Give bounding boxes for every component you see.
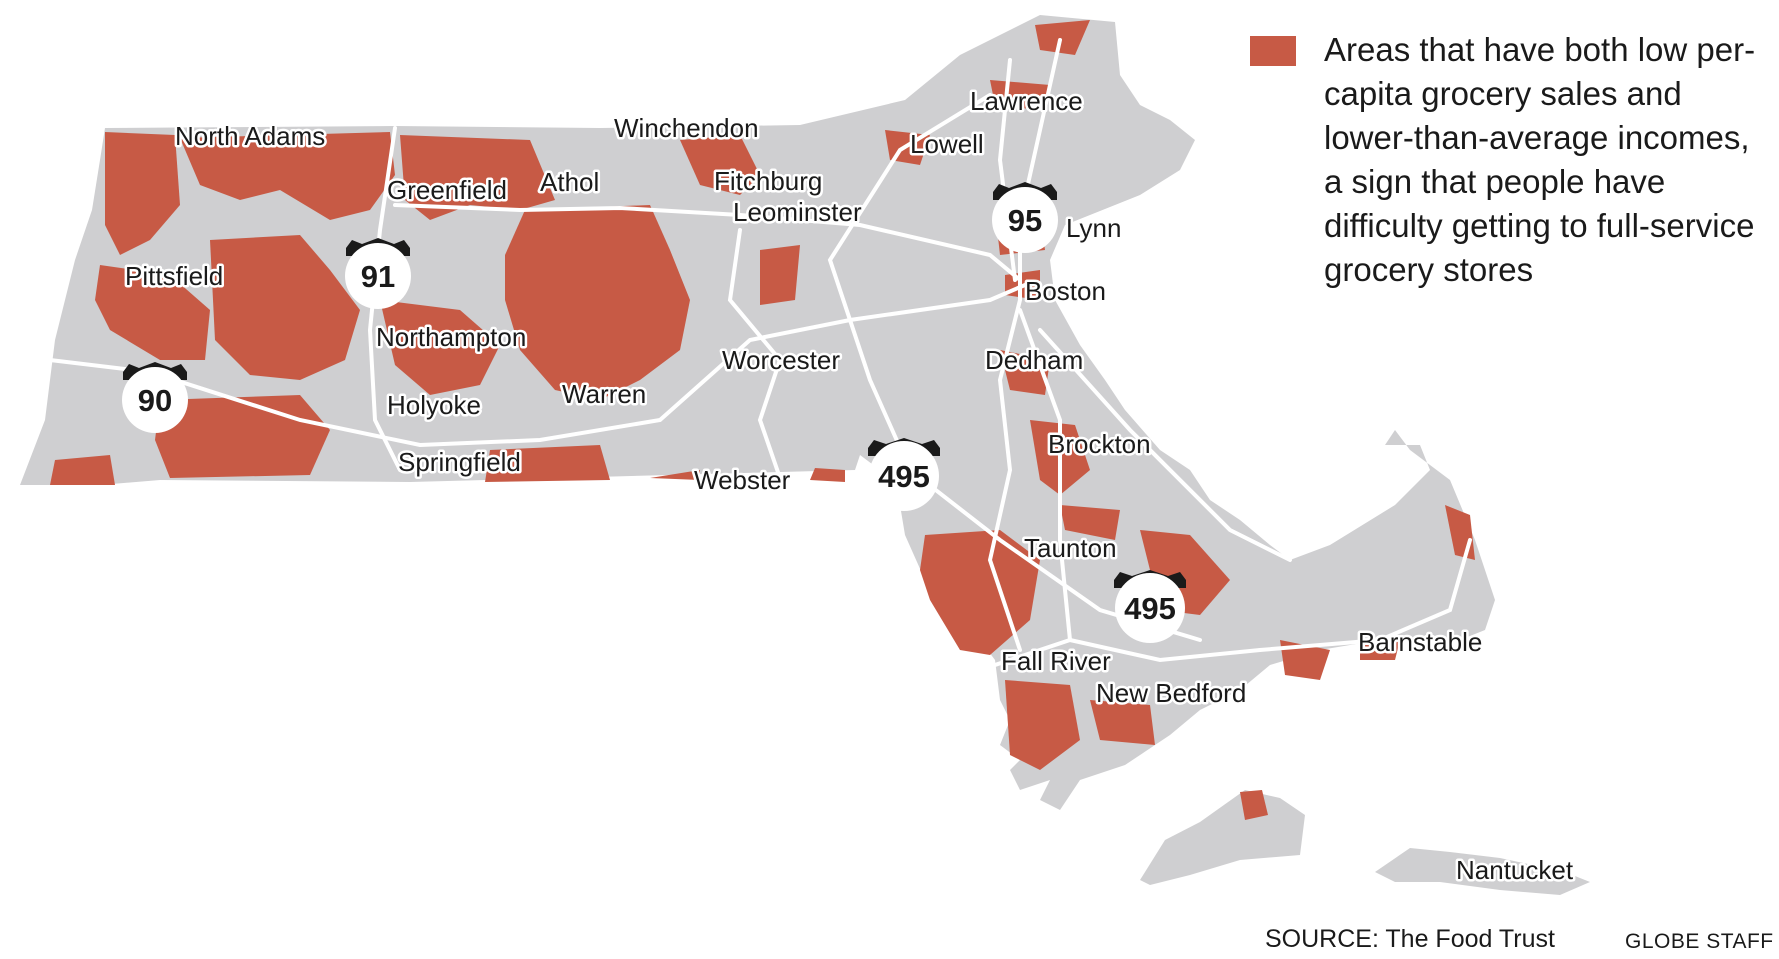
city-label-lynn: Lynn xyxy=(1066,213,1121,243)
city-label-holyoke: Holyoke xyxy=(387,390,481,420)
i95-shield: 95 xyxy=(992,182,1058,253)
legend-text: Areas that have both low per-capita groc… xyxy=(1324,31,1756,288)
road-route6 xyxy=(1258,538,1472,652)
city-label-taunton: Taunton xyxy=(1024,533,1117,563)
city-label-fitchburg: Fitchburg xyxy=(714,166,822,196)
highlight-region xyxy=(505,205,690,400)
highlight-region xyxy=(760,245,800,305)
credit-note: GLOBE STAFF xyxy=(1625,930,1774,953)
city-label-brockton: Brockton xyxy=(1048,429,1151,459)
road-i90 xyxy=(48,283,1027,448)
city-label-dedham: Dedham xyxy=(985,345,1083,375)
city-label-lawrence: Lawrence xyxy=(970,86,1083,116)
road-route3 xyxy=(1038,328,1292,562)
highway-number-90: 90 xyxy=(138,383,172,418)
city-label-fall-river: Fall River xyxy=(1001,646,1111,676)
source-note: SOURCE: The Food Trust xyxy=(1265,925,1555,953)
highway-number-95: 95 xyxy=(1008,203,1042,238)
shield-body-icon xyxy=(122,367,188,433)
highlight-region xyxy=(1090,700,1155,745)
highlight-region xyxy=(810,468,845,482)
highlight-region xyxy=(485,445,610,482)
city-label-worcester: Worcester xyxy=(722,345,840,375)
road-route24 xyxy=(1018,308,1072,642)
highlight-region xyxy=(210,235,360,380)
city-label-barnstable: Barnstable xyxy=(1358,627,1482,657)
city-label-webster: Webster xyxy=(694,465,791,495)
road-i495 xyxy=(827,93,1202,642)
highway-number-495-south: 495 xyxy=(1124,591,1176,626)
highlight-region xyxy=(400,135,555,220)
i495-south-shield: 495 xyxy=(1114,570,1186,643)
highlight-region xyxy=(1280,640,1330,680)
road-i195 xyxy=(978,637,1262,672)
city-label-warren: Warren xyxy=(562,379,646,409)
island-marthas-vineyard xyxy=(1140,790,1305,885)
highlight-region xyxy=(180,132,395,220)
city-label-lowell: Lowell xyxy=(910,129,984,159)
city-labels: North Adams Winchendon Lawrence Lowell G… xyxy=(123,84,1577,888)
highway-number-495-west: 495 xyxy=(878,459,930,494)
highlight-region xyxy=(1360,640,1400,660)
city-label-springfield: Springfield xyxy=(398,447,521,477)
i495-west-shield: 495 xyxy=(868,438,940,511)
highlight-region xyxy=(1240,790,1268,820)
road-route2 xyxy=(393,203,1022,282)
legend-swatch xyxy=(1250,36,1296,66)
road-i395 xyxy=(757,358,782,480)
city-label-nantucket: Nantucket xyxy=(1456,855,1574,885)
road-i95 xyxy=(987,38,1062,652)
city-label-leominster: Leominster xyxy=(733,197,862,227)
city-label-pittsfield: Pittsfield xyxy=(125,261,223,291)
highlight-region xyxy=(650,470,700,480)
city-label-boston: Boston xyxy=(1025,276,1106,306)
i90-shield: 90 xyxy=(122,362,188,433)
highlight-region xyxy=(1005,680,1080,770)
road-i91 xyxy=(367,126,402,472)
shield-body-icon xyxy=(1115,573,1185,643)
road-i290 xyxy=(727,228,782,362)
highlight-region xyxy=(105,132,180,255)
highway-number-91: 91 xyxy=(361,259,395,294)
city-label-athol: Athol xyxy=(540,167,599,197)
road-network xyxy=(48,38,1472,672)
city-label-winchendon: Winchendon xyxy=(614,113,759,143)
highlight-region xyxy=(1035,20,1090,55)
island-nantucket xyxy=(1375,848,1590,895)
city-label-northampton: Northampton xyxy=(376,322,526,352)
highlight-region xyxy=(95,265,210,360)
shield-body-icon xyxy=(869,441,939,511)
shield-body-icon xyxy=(345,243,411,309)
highlight-region xyxy=(1060,505,1120,540)
highlight-region xyxy=(380,300,500,395)
i91-shield: 91 xyxy=(345,238,411,309)
highlighted-areas xyxy=(50,20,1475,820)
city-label-new-bedford: New Bedford xyxy=(1096,678,1246,708)
highlight-region xyxy=(50,455,115,485)
shield-body-icon xyxy=(992,187,1058,253)
city-label-greenfield: Greenfield xyxy=(387,175,507,205)
city-label-north-adams: North Adams xyxy=(175,121,325,151)
highlight-region xyxy=(680,135,760,195)
